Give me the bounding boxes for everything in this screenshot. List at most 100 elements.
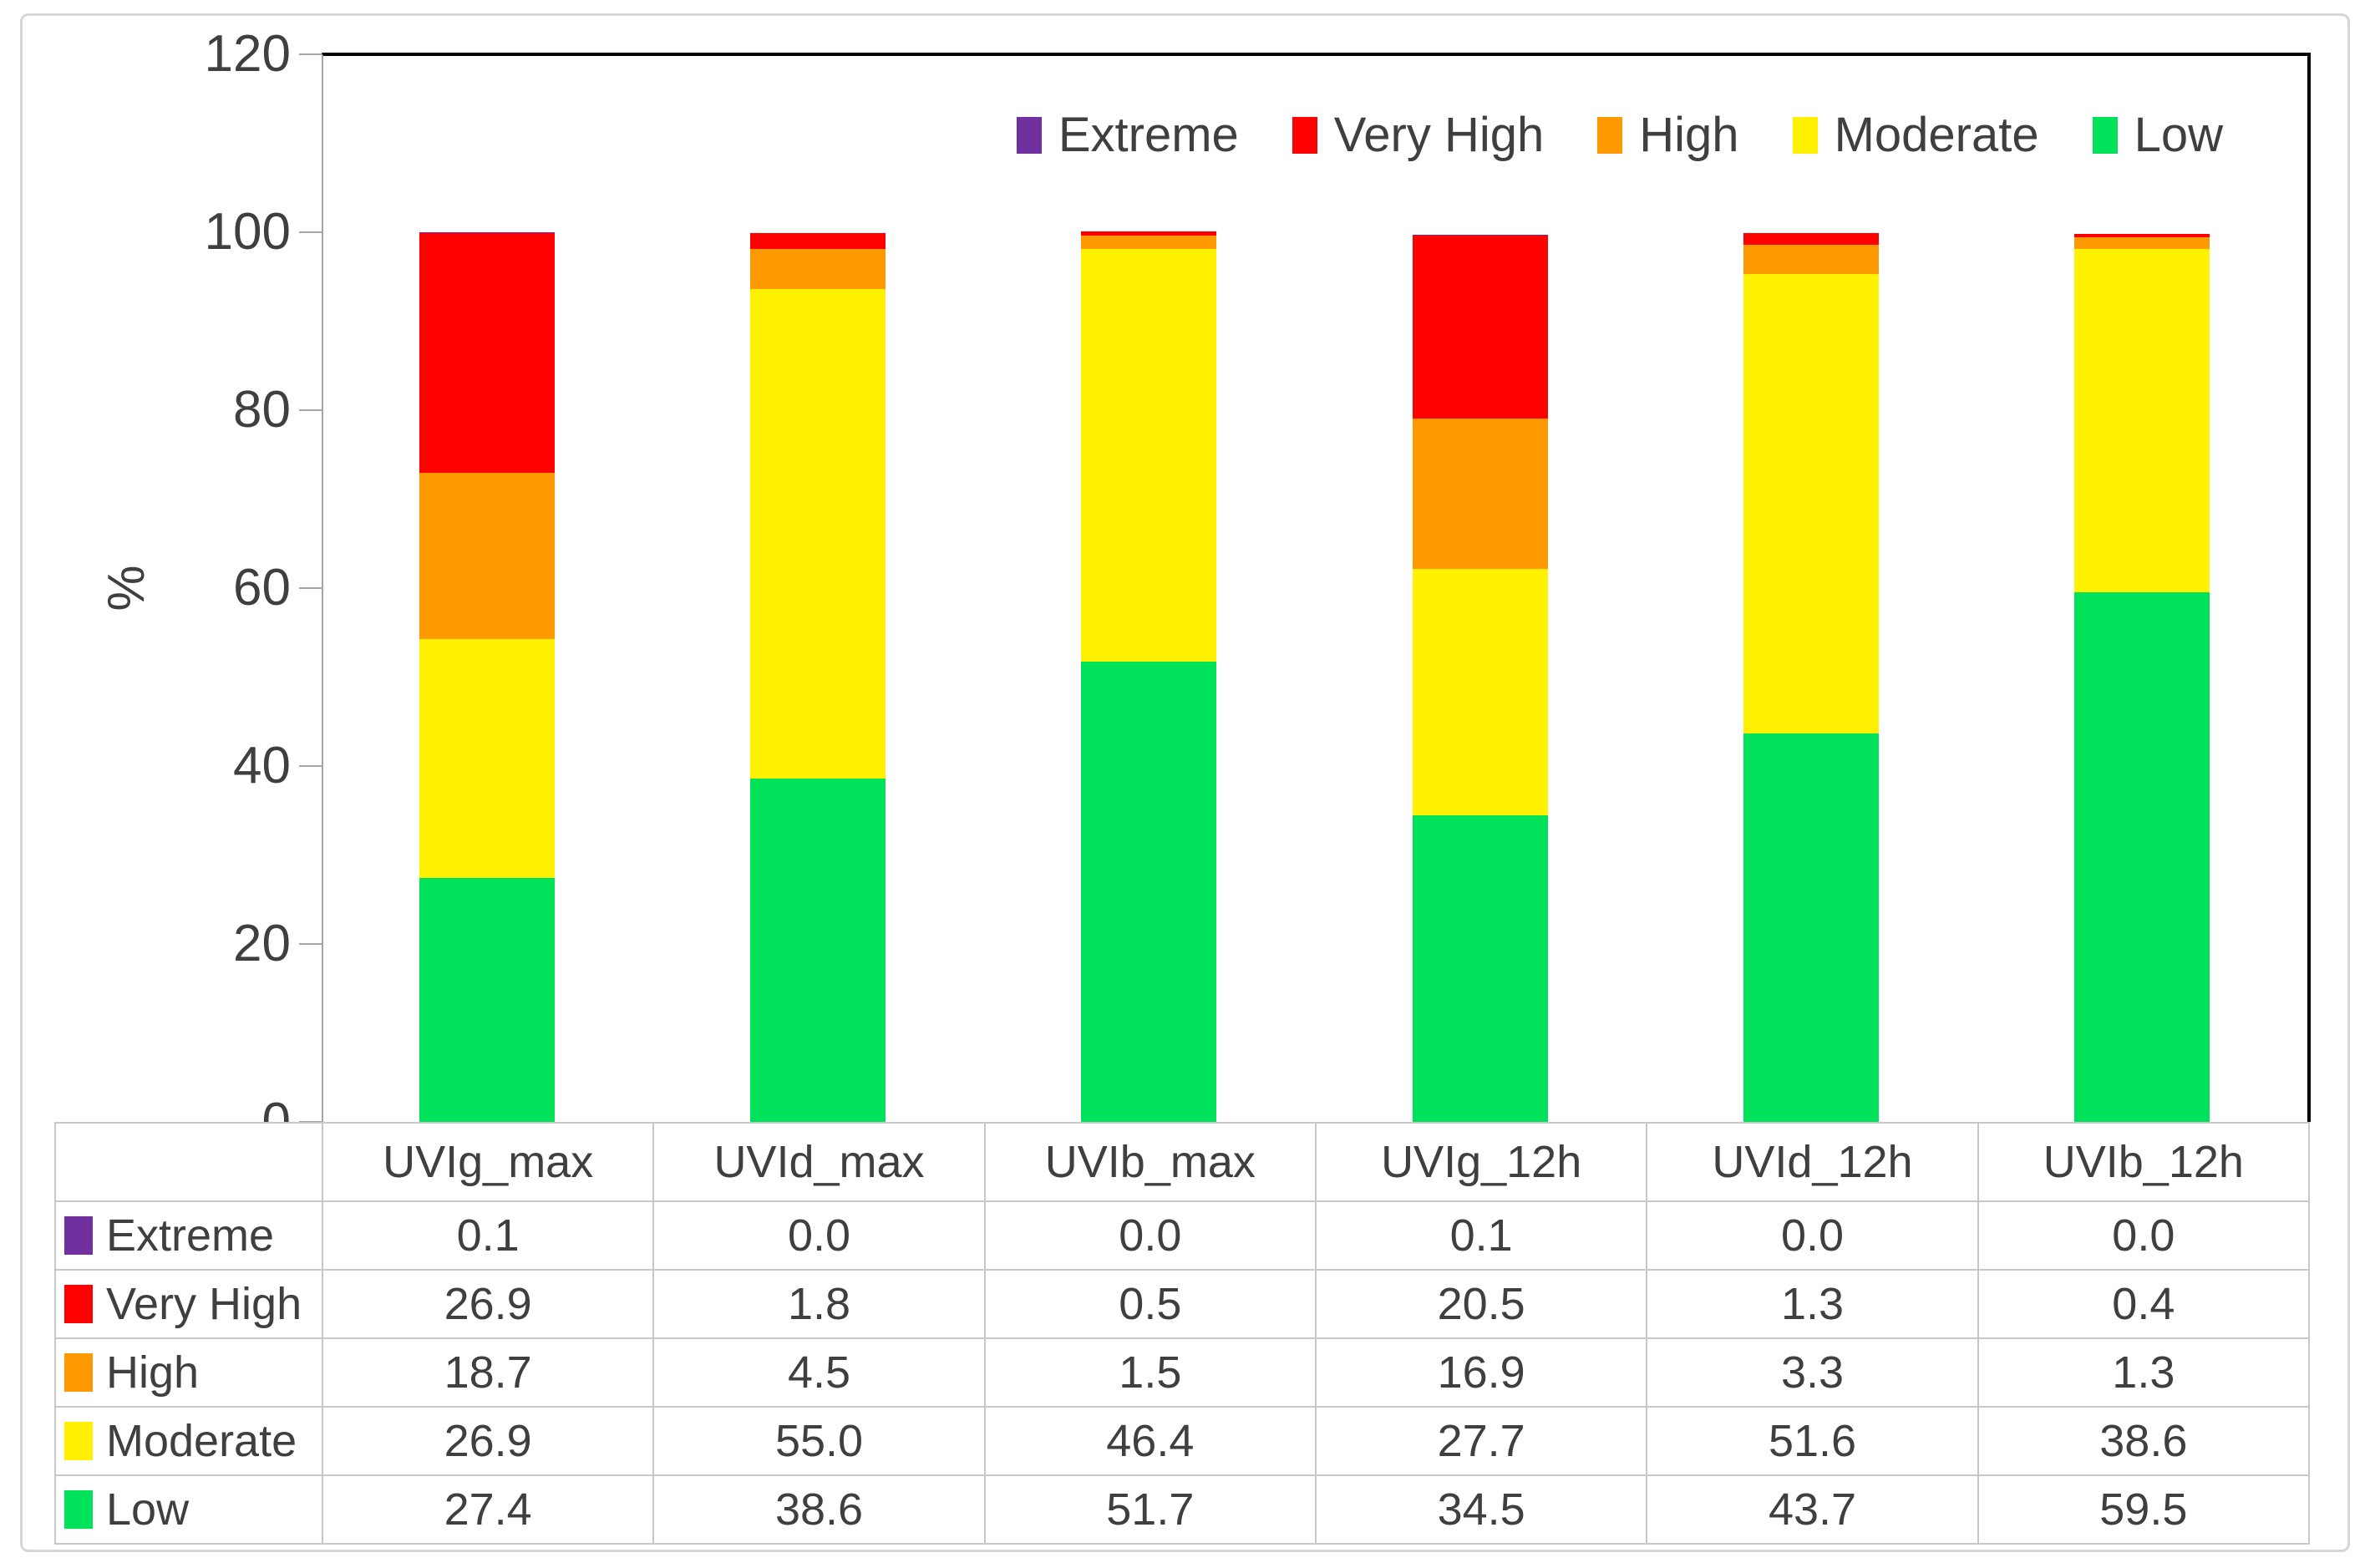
bar-segment-high (1412, 418, 1548, 569)
bar-segment-low (419, 878, 556, 1122)
table-value-cell: 0.1 (1317, 1202, 1648, 1271)
bar-segment-extreme (419, 232, 556, 234)
chart-legend: Extreme Very High High Moderate Low (322, 107, 2235, 163)
bar-segment-low (1081, 662, 1217, 1122)
bar-segment-very-high (1743, 233, 1879, 245)
y-tick-label: 40 (233, 737, 291, 794)
bar-segment-very-high (2073, 234, 2210, 238)
table-value-cell: 1.8 (654, 1271, 986, 1339)
table-swatch-high-icon (64, 1353, 93, 1392)
legend-swatch-extreme-icon (1016, 116, 1042, 154)
bar-segment-high (1743, 244, 1879, 275)
table-row-label-text: Extreme (106, 1210, 275, 1261)
table-row-label-text: Low (106, 1484, 190, 1535)
bar-segment-low (1743, 733, 1879, 1122)
legend-item-low: Low (2092, 107, 2223, 163)
table-value-cell: 20.5 (1317, 1271, 1648, 1339)
legend-swatch-very-high-icon (1292, 116, 1317, 154)
table-value-cell: 34.5 (1317, 1476, 1648, 1545)
legend-item-high: High (1597, 107, 1739, 163)
table-row-label-extreme: Extreme (56, 1202, 323, 1271)
table-value-cell: 0.4 (1978, 1271, 2310, 1339)
bar-segment-very-high (750, 233, 886, 250)
table-value-cell: 51.6 (1647, 1408, 1979, 1476)
legend-swatch-low-icon (2092, 116, 2118, 154)
table-value-cell: 1.3 (1647, 1271, 1979, 1339)
bar-segment-low (750, 778, 886, 1122)
legend-item-moderate: Moderate (1792, 107, 2039, 163)
bar-segment-high (1081, 236, 1217, 250)
table-value-cell: 18.7 (323, 1339, 655, 1408)
table-value-cell: 46.4 (985, 1408, 1317, 1476)
bar-segment-moderate (1743, 274, 1879, 733)
bar-segment-moderate (419, 638, 556, 879)
table-header-cell: UVIg_12h (1317, 1124, 1648, 1202)
table-value-cell: 1.5 (985, 1339, 1317, 1408)
legend-label: Low (2134, 108, 2223, 162)
y-tick-label: 80 (233, 381, 291, 439)
table-value-cell: 4.5 (654, 1339, 986, 1408)
table-value-cell: 0.0 (1978, 1202, 2310, 1271)
table-row-label-text: High (106, 1347, 200, 1398)
table-value-cell: 0.0 (654, 1202, 986, 1271)
bar-segment-moderate (1081, 249, 1217, 662)
table-row-label-text: Moderate (106, 1416, 297, 1466)
table-value-cell: 27.4 (323, 1476, 655, 1545)
bar-segment-low (2073, 592, 2210, 1122)
bar-segment-very-high (419, 233, 556, 473)
legend-swatch-moderate-icon (1792, 116, 1818, 154)
legend-swatch-high-icon (1597, 116, 1623, 154)
table-value-cell: 38.6 (1978, 1408, 2310, 1476)
table-value-cell: 59.5 (1978, 1476, 2310, 1545)
bar-segment-high (2073, 237, 2210, 250)
legend-label: Very High (1333, 108, 1545, 162)
table-value-cell: 1.3 (1978, 1339, 2310, 1408)
table-value-cell: 3.3 (1647, 1339, 1979, 1408)
table-value-cell: 26.9 (323, 1271, 655, 1339)
table-value-cell: 27.7 (1317, 1408, 1648, 1476)
table-value-cell: 0.5 (985, 1271, 1317, 1339)
table-row-label-text: Very High (106, 1279, 302, 1329)
table-value-cell: 38.6 (654, 1476, 986, 1545)
legend-label: Extreme (1058, 108, 1239, 162)
table-header-cell: UVId_max (654, 1124, 986, 1202)
table-row-label-low: Low (56, 1476, 323, 1545)
y-tick-mark (299, 943, 322, 945)
table-value-cell: 51.7 (985, 1476, 1317, 1545)
legend-item-very-high: Very High (1292, 107, 1544, 163)
y-tick-mark (299, 765, 322, 767)
bar-segment-moderate (2073, 249, 2210, 593)
table-swatch-moderate-icon (64, 1422, 93, 1460)
y-tick-mark (299, 587, 322, 589)
table-header-cell: UVIb_max (985, 1124, 1317, 1202)
table-corner-cell (56, 1124, 323, 1202)
bar-segment-very-high (1081, 231, 1217, 236)
table-row-label-high: High (56, 1339, 323, 1408)
bar-segment-moderate (1412, 568, 1548, 815)
table-value-cell: 0.0 (985, 1202, 1317, 1271)
table-header-cell: UVIb_12h (1978, 1124, 2310, 1202)
bar-segment-low (1412, 814, 1548, 1122)
y-tick-mark (299, 231, 322, 233)
bar-segment-very-high (1412, 236, 1548, 419)
legend-label: Moderate (1834, 108, 2039, 162)
table-row-label-moderate: Moderate (56, 1408, 323, 1476)
table-value-cell: 55.0 (654, 1408, 986, 1476)
bar-segment-extreme (1412, 235, 1548, 236)
table-header-cell: UVId_12h (1647, 1124, 1979, 1202)
y-tick-label: 120 (204, 25, 291, 83)
plot-area (322, 53, 2311, 1122)
legend-item-extreme: Extreme (1016, 107, 1239, 163)
y-tick-mark (299, 409, 322, 411)
table-swatch-very-high-icon (64, 1285, 93, 1323)
legend-label: High (1639, 108, 1739, 162)
table-swatch-extreme-icon (64, 1216, 93, 1255)
table-value-cell: 16.9 (1317, 1339, 1648, 1408)
table-value-cell: 0.0 (1647, 1202, 1979, 1271)
y-tick-mark (299, 53, 322, 55)
bar-segment-moderate (750, 289, 886, 779)
y-tick-label: 60 (233, 559, 291, 617)
bar-segment-high (750, 249, 886, 290)
bar-segment-high (419, 472, 556, 639)
